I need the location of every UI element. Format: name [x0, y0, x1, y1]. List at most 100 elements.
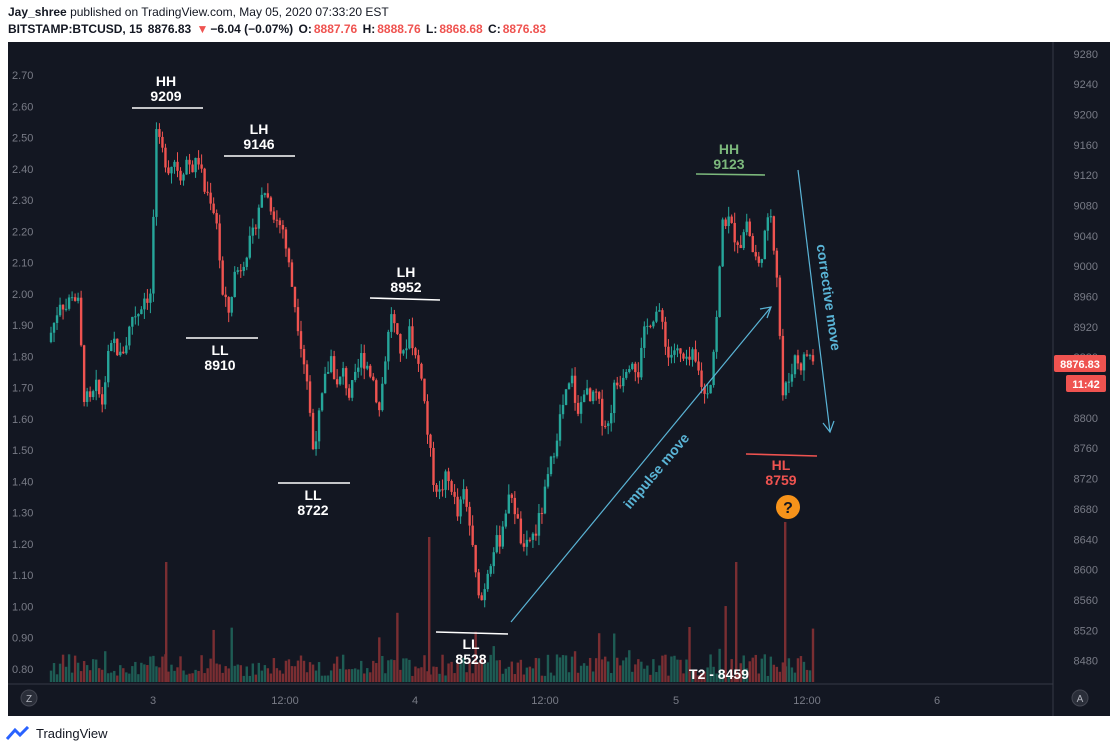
candle-body — [637, 372, 640, 378]
candle-body — [483, 589, 486, 601]
volume-bar — [757, 673, 760, 682]
indicator-tick-label: 1.60 — [12, 414, 33, 426]
volume-bar — [751, 657, 754, 682]
volume-bar — [134, 661, 137, 682]
candle-body — [435, 484, 438, 492]
candle-body — [811, 355, 815, 362]
candle-body — [597, 392, 601, 399]
indicator-tick-label: 1.50 — [12, 445, 33, 457]
candle-body — [266, 193, 270, 198]
timer-badge — [1066, 375, 1106, 392]
price-tick-label: 8600 — [1074, 565, 1098, 577]
price-tick-label: 8800 — [1074, 413, 1098, 425]
candle-body — [76, 297, 80, 301]
candle-body — [477, 572, 480, 596]
candle-body — [372, 376, 375, 381]
volume-bar — [161, 656, 164, 682]
candle-body — [661, 310, 664, 322]
candle-body — [402, 350, 405, 354]
candle-body — [453, 491, 456, 497]
indicator-tick-label: 1.30 — [12, 508, 33, 520]
left-axis: 2.70 2.60 2.50 2.40 2.30 2.20 2.10 2.00 1.90 1.80… — [12, 70, 33, 676]
candle-body — [537, 513, 541, 536]
candle-body — [378, 402, 381, 411]
indicator-tick-label: 2.10 — [12, 258, 33, 270]
volume-bar — [685, 659, 688, 682]
candle-body — [263, 193, 267, 195]
candle-body — [613, 382, 616, 414]
volume-bar — [350, 669, 354, 682]
volume-bar — [302, 660, 306, 682]
low-label: L: — [425, 22, 438, 36]
candle-body — [739, 244, 742, 249]
candle-body — [546, 474, 550, 487]
volume-bar — [543, 675, 547, 682]
volume-bar — [70, 672, 74, 682]
volume-bar — [498, 660, 501, 682]
candle-body — [697, 361, 700, 371]
volume-bar — [787, 658, 791, 682]
auto-scale-button[interactable] — [1071, 689, 1089, 707]
volume-bar — [423, 655, 426, 682]
volume-bar — [363, 673, 366, 682]
price-tick-label: 8760 — [1074, 443, 1098, 455]
volume-bar — [582, 663, 586, 682]
volume-bar — [360, 660, 363, 682]
candle-body — [143, 298, 146, 310]
volume-bar — [296, 660, 300, 682]
price-chart[interactable]: 2.70 2.60 2.50 2.40 2.30 2.20 2.10 2.00 1.90 1.80… — [8, 42, 1110, 716]
candle-body — [206, 191, 209, 193]
volume-bar — [778, 671, 782, 682]
volume-bar — [462, 657, 465, 682]
candle-body — [670, 354, 673, 358]
candle-body — [522, 543, 526, 547]
candle-body — [766, 217, 770, 231]
volume-bar — [140, 662, 143, 682]
candle-body — [441, 489, 444, 491]
candle-body — [567, 383, 571, 390]
author-name[interactable]: Jay_shree — [8, 5, 67, 19]
volume-bar — [375, 663, 378, 682]
volume-bar — [736, 674, 739, 682]
footer-brand[interactable]: TradingView — [6, 723, 108, 743]
candle-body — [200, 164, 203, 169]
volume-bar — [212, 629, 215, 682]
candle-body — [727, 216, 730, 227]
candle-body — [516, 514, 520, 519]
volume-bar — [188, 673, 191, 682]
zoom-button[interactable] — [20, 689, 38, 707]
candle-body — [64, 308, 68, 310]
volume-bar — [501, 673, 504, 682]
candle-body — [332, 356, 336, 380]
volume-bar — [775, 666, 779, 682]
candle-body — [329, 356, 333, 373]
pivot-value: 8910 — [204, 357, 235, 373]
volume-bar — [613, 633, 616, 682]
volume-bar — [579, 665, 583, 682]
candle-body — [182, 174, 185, 181]
open-value: 8887.76 — [313, 22, 358, 36]
candle-body — [450, 481, 453, 492]
candle-body — [555, 440, 559, 457]
volume-bar — [290, 666, 294, 682]
volume-bar — [585, 665, 589, 682]
indicator-tick-label: 1.00 — [12, 601, 33, 613]
volume-bar — [700, 673, 703, 682]
volume-bar — [149, 656, 152, 682]
volume-bar — [209, 658, 212, 682]
volume-bar — [369, 672, 372, 682]
candle-body — [323, 373, 327, 394]
candle-body — [796, 355, 800, 364]
candle-body — [652, 321, 655, 327]
volume-bar — [170, 664, 173, 682]
candle-body — [459, 499, 462, 517]
current-price-text: 8876.83 — [1060, 359, 1100, 371]
time-axis[interactable]: 3 12:00 4 12:00 5 12:00 6 — [150, 695, 940, 707]
volume-bar — [561, 655, 565, 682]
volume-bar — [522, 674, 526, 682]
candle-body — [49, 332, 53, 343]
candle-body — [390, 314, 393, 332]
candle-body — [110, 343, 113, 351]
candle-body — [140, 309, 143, 315]
candle-body — [667, 346, 670, 358]
